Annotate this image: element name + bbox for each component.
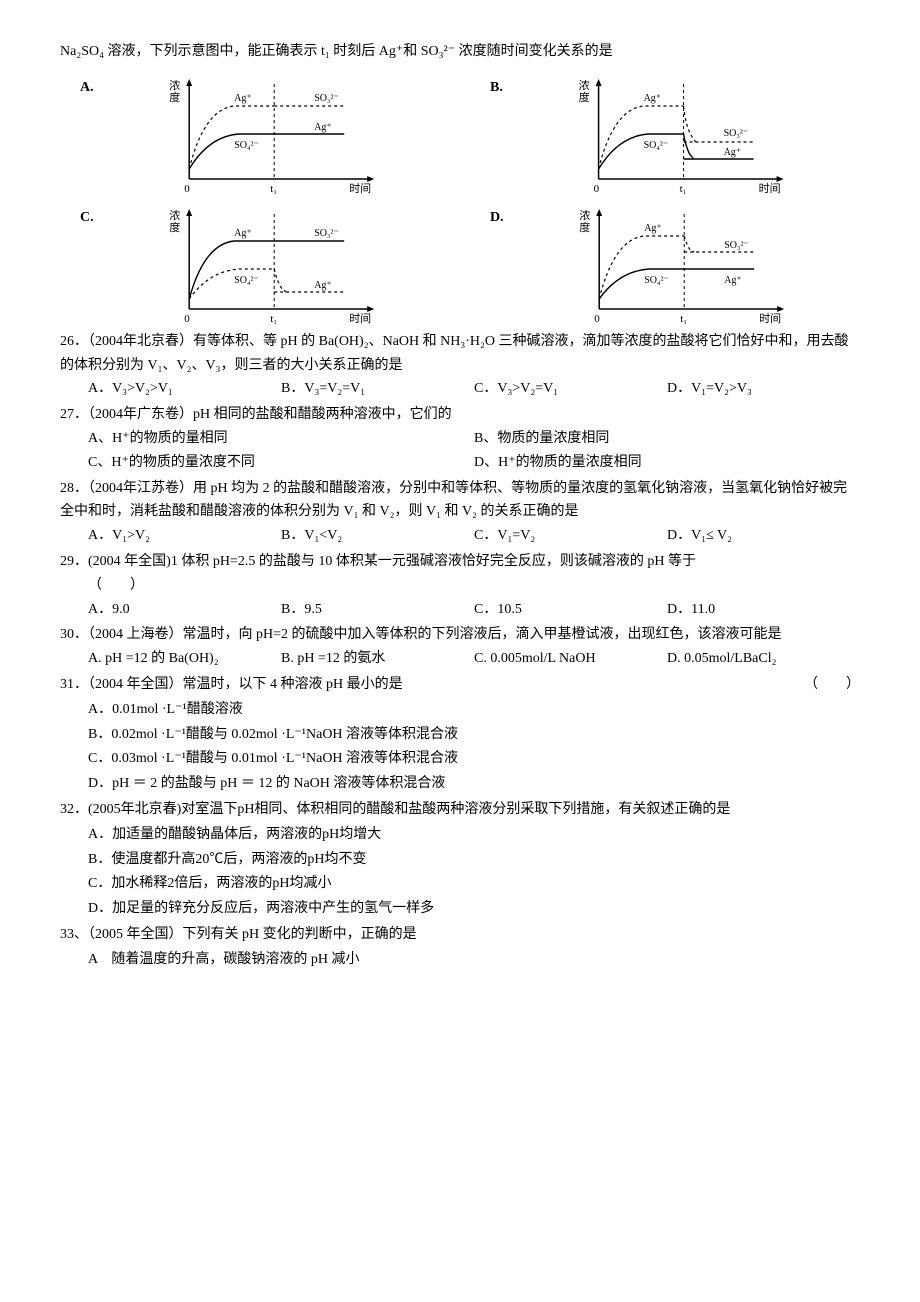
svg-text:度: 度	[169, 220, 180, 234]
q32-C: C．加水稀释2倍后，两溶液的pH均减小	[88, 872, 860, 896]
q27-stem: 27．（2004年广东卷）pH 相同的盐酸和醋酸两种溶液中，它们的	[60, 403, 860, 427]
q30-D: D. 0.05mol/LBaCl₂	[667, 647, 860, 671]
q30-stem: 30．（2004 上海卷）常温时，向 pH=2 的硫酸中加入等体积的下列溶液后，…	[60, 623, 860, 647]
svg-text:0: 0	[593, 183, 599, 194]
q29-A: A．9.0	[88, 598, 281, 622]
chart-A-svg: 浓 度 时间 0 t₁ Ag⁺ SO₃²⁻ SO₄²⁻ Ag⁺	[98, 74, 450, 194]
chart-B: B. 浓度 时间 0 t₁ Ag⁺ SO₃²⁻ SO₄²⁻ Ag⁺	[490, 74, 860, 194]
q32-B: B．使温度都升高20℃后，两溶液的pH均不变	[88, 848, 860, 872]
q31-B: B．0.02mol ·L⁻¹醋酸与 0.02mol ·L⁻¹NaOH 溶液等体积…	[88, 723, 860, 747]
q30-B: B. pH =12 的氨水	[281, 647, 474, 671]
q27-B: B、物质的量浓度相同	[474, 427, 860, 451]
svg-text:t₁: t₁	[270, 313, 277, 324]
q26-C: C．V₃>V₂=V₁	[474, 377, 667, 401]
q30: 30．（2004 上海卷）常温时，向 pH=2 的硫酸中加入等体积的下列溶液后，…	[60, 623, 860, 671]
q28-stem: 28．（2004年江苏卷）用 pH 均为 2 的盐酸和醋酸溶液，分别中和等体积、…	[60, 477, 860, 525]
q33: 33、（2005 年全国）下列有关 pH 变化的判断中，正确的是 A 随着温度的…	[60, 923, 860, 972]
q32-stem: 32．(2005年北京春)对室温下pH相同、体积相同的醋酸和盐酸两种溶液分别采取…	[60, 798, 860, 822]
q33-stem: 33、（2005 年全国）下列有关 pH 变化的判断中，正确的是	[60, 923, 860, 947]
chart-C-label: C.	[80, 204, 94, 230]
svg-text:0: 0	[184, 183, 190, 194]
svg-text:度: 度	[579, 220, 590, 234]
intro-text: Na₂SO₄ 溶液，下列示意图中，能正确表示 t₁ 时刻后 Ag⁺和 SO₃²⁻…	[60, 40, 860, 64]
t1: t₁	[270, 183, 277, 194]
q26-B: B．V₃=V₂=V₁	[281, 377, 474, 401]
q26-stem: 26．（2004年北京春）有等体积、等 pH 的 Ba(OH)₂、NaOH 和 …	[60, 330, 860, 378]
q28: 28．（2004年江苏卷）用 pH 均为 2 的盐酸和醋酸溶液，分别中和等体积、…	[60, 477, 860, 548]
svg-text:0: 0	[594, 313, 600, 324]
svg-text:时间: 时间	[758, 182, 780, 194]
q29-B: B．9.5	[281, 598, 474, 622]
q31: 31．（2004 年全国）常温时，以下 4 种溶液 pH 最小的是（ ） A．0…	[60, 673, 860, 796]
svg-text:Ag⁺: Ag⁺	[234, 228, 252, 239]
svg-text:Ag⁺: Ag⁺	[723, 147, 741, 158]
chart-D-label: D.	[490, 204, 504, 230]
svg-text:时间: 时间	[349, 312, 371, 324]
q28-A: A．V₁>V₂	[88, 524, 281, 548]
chart-A: A. 浓 度 时间 0 t₁ Ag⁺ SO₃²⁻ SO₄²⁻ Ag⁺	[80, 74, 450, 194]
chart-C: C. 浓度 时间 0 t₁ Ag⁺ SO₃²⁻ SO₄²⁻ Ag⁺	[80, 204, 450, 324]
q31-A: A．0.01mol ·L⁻¹醋酸溶液	[88, 698, 860, 722]
q32-D: D．加足量的锌充分反应后，两溶液中产生的氢气一样多	[88, 897, 860, 921]
q30-C: C. 0.005mol/L NaOH	[474, 647, 667, 671]
svg-text:浓: 浓	[579, 209, 590, 222]
q29-stem: 29．(2004 年全国)1 体积 pH=2.5 的盐酸与 10 体积某一元强碱…	[60, 550, 860, 574]
svg-text:SO₃²⁻: SO₃²⁻	[314, 93, 339, 104]
q29-paren: （ ）	[88, 574, 860, 598]
svg-text:SO₄²⁻: SO₄²⁻	[234, 275, 259, 286]
svg-text:SO₄²⁻: SO₄²⁻	[644, 275, 669, 286]
charts-grid: A. 浓 度 时间 0 t₁ Ag⁺ SO₃²⁻ SO₄²⁻ Ag⁺ B.	[80, 74, 860, 324]
q28-C: C．V₁=V₂	[474, 524, 667, 548]
svg-text:Ag⁺: Ag⁺	[314, 280, 332, 291]
svg-text:度: 度	[578, 90, 589, 104]
chart-A-label: A.	[80, 74, 94, 100]
svg-text:浓: 浓	[578, 79, 589, 92]
q29-D: D．11.0	[667, 598, 860, 622]
svg-text:Ag⁺: Ag⁺	[234, 93, 252, 104]
svg-text:Ag⁺: Ag⁺	[644, 223, 662, 234]
q31-C: C．0.03mol ·L⁻¹醋酸与 0.01mol ·L⁻¹NaOH 溶液等体积…	[88, 747, 860, 771]
svg-text:t₁: t₁	[680, 313, 687, 324]
svg-text:Ag⁺: Ag⁺	[314, 122, 332, 133]
ylabel: 浓	[169, 79, 180, 92]
svg-text:t₁: t₁	[679, 183, 686, 194]
svg-text:SO₄²⁻: SO₄²⁻	[643, 140, 668, 151]
q27: 27．（2004年广东卷）pH 相同的盐酸和醋酸两种溶液中，它们的 A、H⁺的物…	[60, 403, 860, 474]
q31-D: D．pH ＝ 2 的盐酸与 pH ＝ 12 的 NaOH 溶液等体积混合液	[88, 772, 860, 796]
svg-text:SO₃²⁻: SO₃²⁻	[723, 128, 748, 139]
q29: 29．(2004 年全国)1 体积 pH=2.5 的盐酸与 10 体积某一元强碱…	[60, 550, 860, 621]
chart-D: D. 浓度 时间 0 t₁ Ag⁺ SO₃²⁻ SO₄²⁻ Ag⁺	[490, 204, 860, 324]
q31-stem: 31．（2004 年全国）常温时，以下 4 种溶液 pH 最小的是（ ）	[60, 673, 860, 697]
chart-B-svg: 浓度 时间 0 t₁ Ag⁺ SO₃²⁻ SO₄²⁻ Ag⁺	[507, 74, 860, 194]
q33-A: A 随着温度的升高，碳酸钠溶液的 pH 减小	[88, 948, 860, 972]
svg-text:SO₃²⁻: SO₃²⁻	[314, 228, 339, 239]
q32: 32．(2005年北京春)对室温下pH相同、体积相同的醋酸和盐酸两种溶液分别采取…	[60, 798, 860, 921]
svg-text:SO₃²⁻: SO₃²⁻	[724, 240, 749, 251]
q26-D: D．V₁=V₂>V₃	[667, 377, 860, 401]
q26: 26．（2004年北京春）有等体积、等 pH 的 Ba(OH)₂、NaOH 和 …	[60, 330, 860, 401]
q29-C: C．10.5	[474, 598, 667, 622]
chart-B-label: B.	[490, 74, 503, 100]
svg-text:SO₄²⁻: SO₄²⁻	[234, 140, 259, 151]
svg-text:Ag⁺: Ag⁺	[643, 93, 661, 104]
q32-A: A．加适量的醋酸钠晶体后，两溶液的pH均增大	[88, 823, 860, 847]
chart-D-svg: 浓度 时间 0 t₁ Ag⁺ SO₃²⁻ SO₄²⁻ Ag⁺	[508, 204, 860, 324]
svg-text:时间: 时间	[759, 312, 781, 324]
q30-A: A. pH =12 的 Ba(OH)₂	[88, 647, 281, 671]
chart-C-svg: 浓度 时间 0 t₁ Ag⁺ SO₃²⁻ SO₄²⁻ Ag⁺	[98, 204, 450, 324]
q27-C: C、H⁺的物质的量浓度不同	[88, 451, 474, 475]
q27-A: A、H⁺的物质的量相同	[88, 427, 474, 451]
svg-text:Ag⁺: Ag⁺	[724, 275, 742, 286]
q26-A: A．V₃>V₂>V₁	[88, 377, 281, 401]
svg-text:浓: 浓	[169, 209, 180, 222]
q28-D: D．V₁≤ V₂	[667, 524, 860, 548]
q28-B: B．V₁<V₂	[281, 524, 474, 548]
svg-text:0: 0	[184, 313, 190, 324]
xlabel: 时间	[349, 182, 371, 194]
q31-paren: （ ）	[804, 673, 860, 697]
q27-D: D、H⁺的物质的量浓度相同	[474, 451, 860, 475]
svg-text:度: 度	[169, 90, 180, 104]
